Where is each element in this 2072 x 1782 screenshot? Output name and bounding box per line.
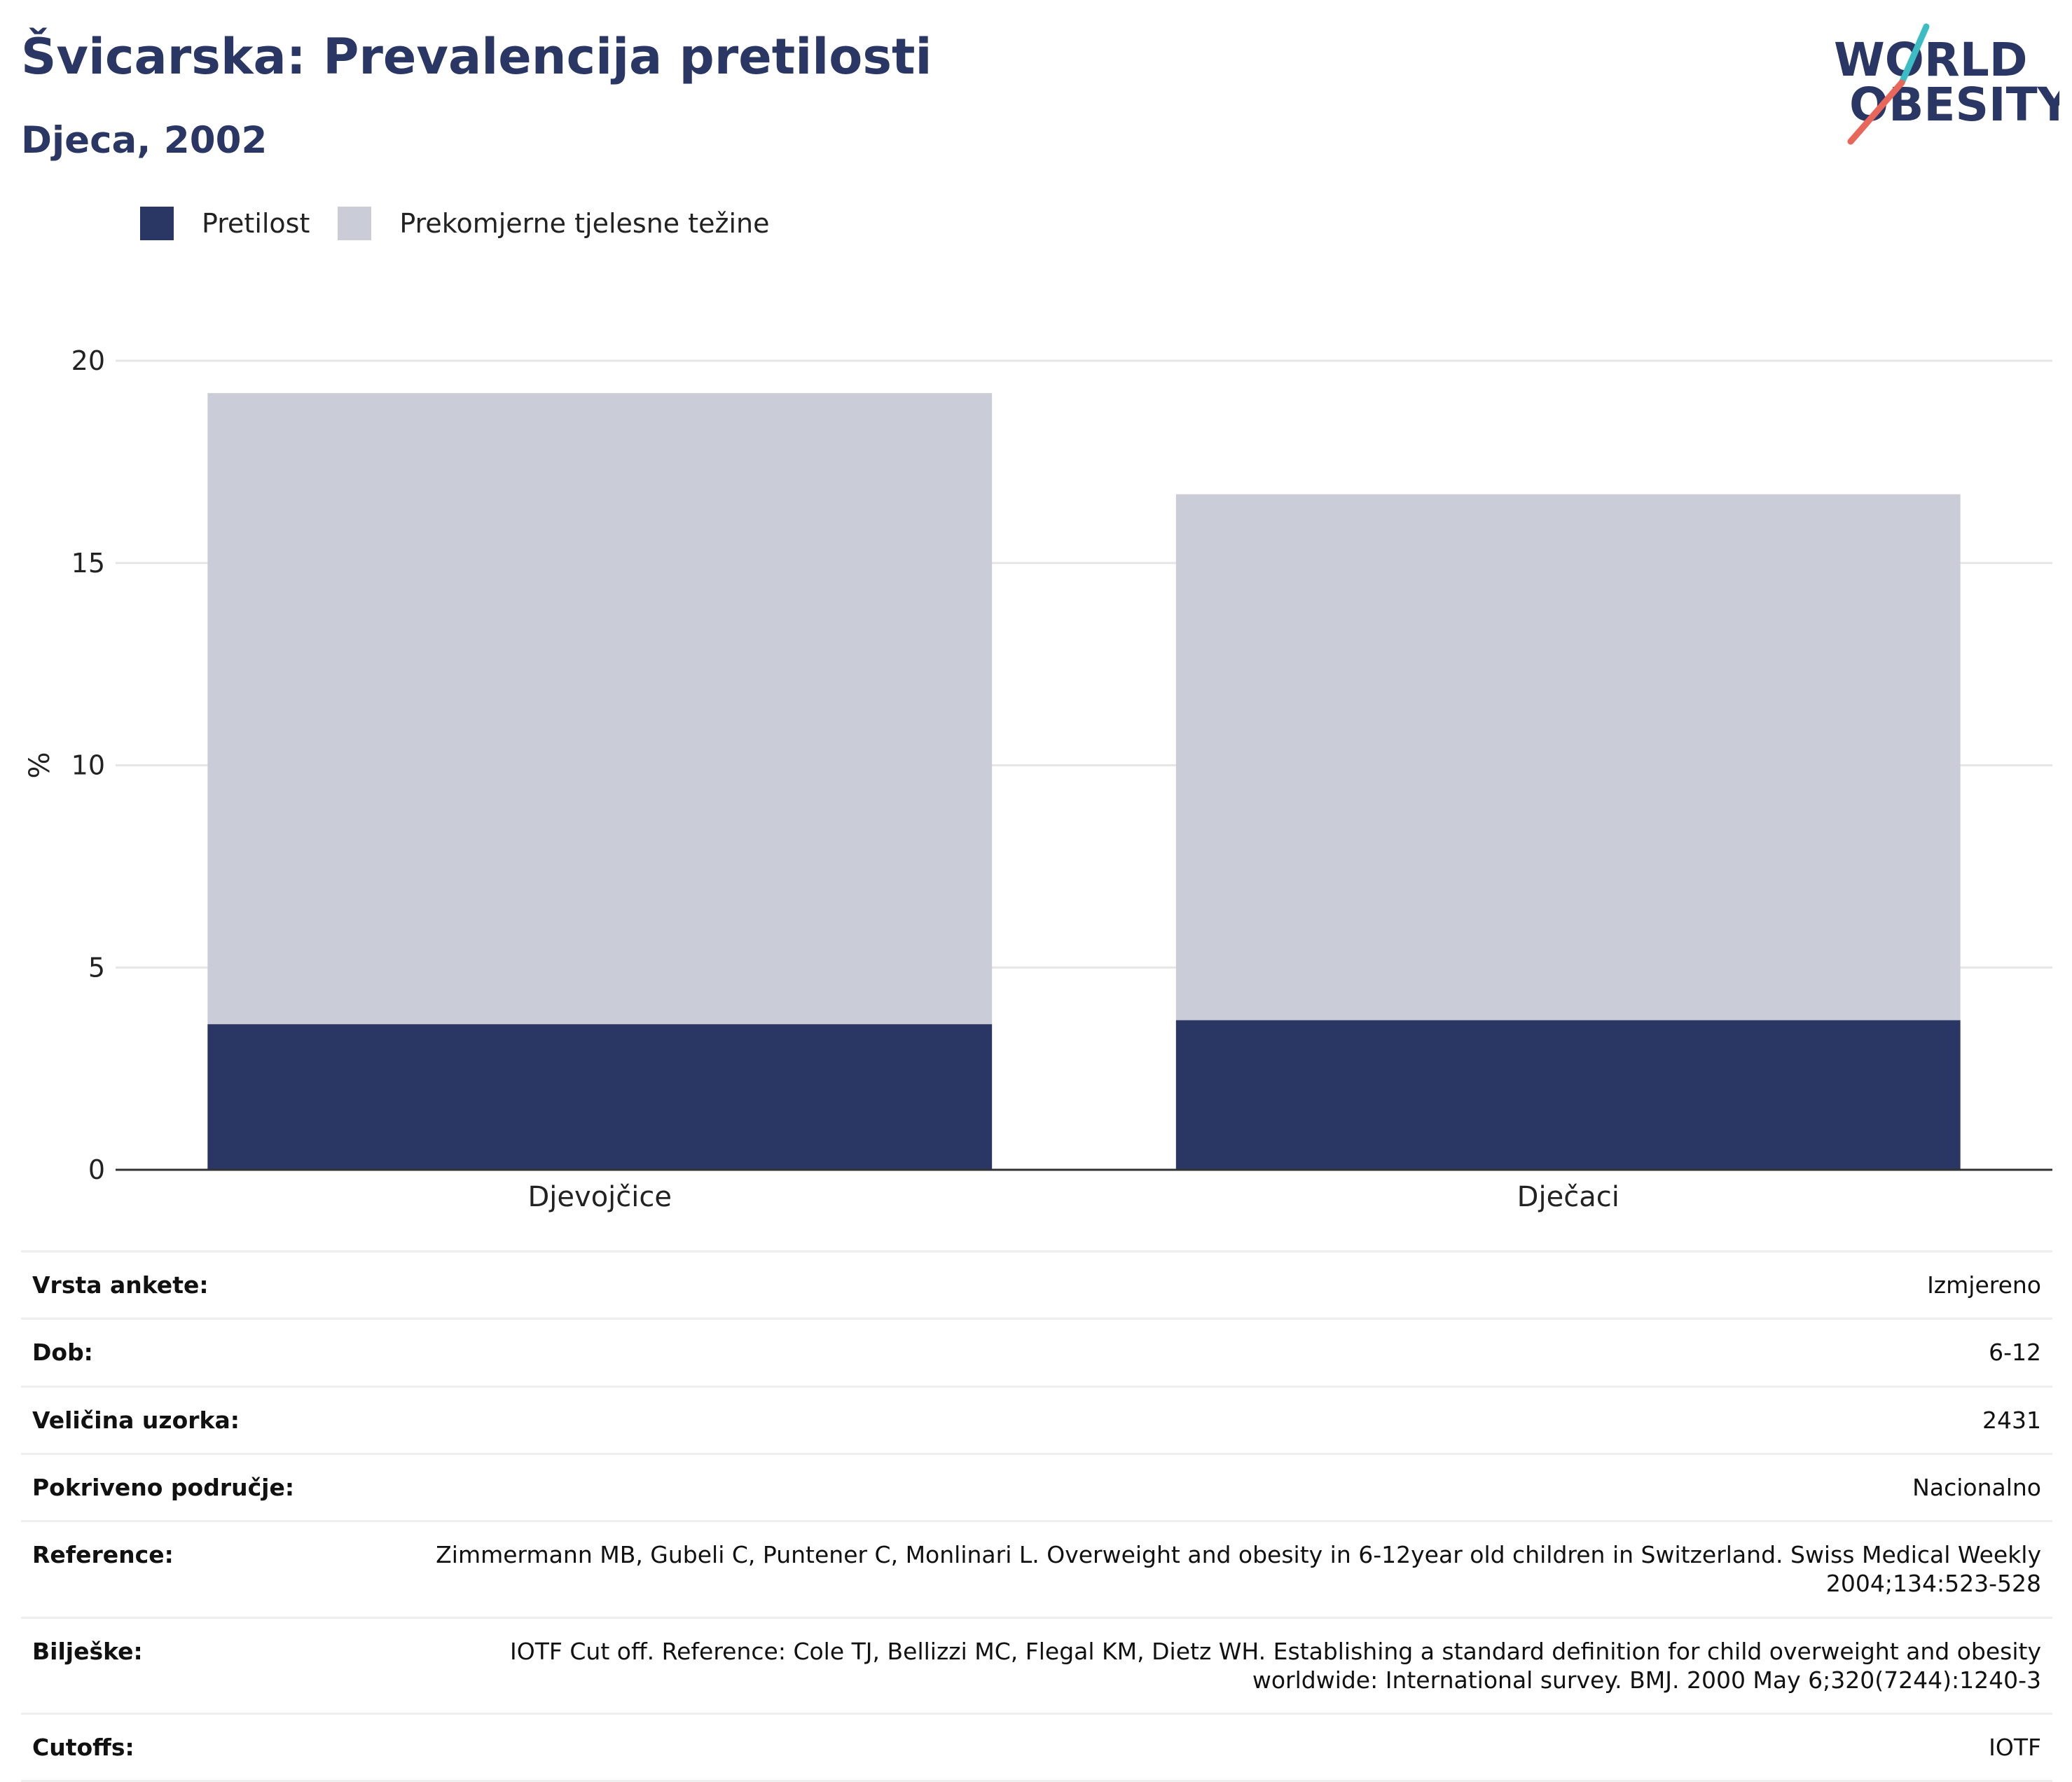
bar-obesity-1 xyxy=(1175,1020,1961,1170)
y-tick-label: 10 xyxy=(71,750,105,781)
y-tick-label: 20 xyxy=(71,345,105,376)
info-row: Cutoffs: IOTF xyxy=(21,1713,2052,1781)
info-row: Reference: Zimmermann MB, Gubeli C, Punte… xyxy=(21,1521,2052,1618)
info-row: Vrsta ankete: Izmjereno xyxy=(21,1251,2052,1319)
y-tick-label: 5 xyxy=(88,952,105,983)
info-label: Veličina uzorka: xyxy=(32,1406,240,1434)
legend-item-overweight[interactable]: Prekomjerne tjelesne težine xyxy=(338,207,770,240)
info-row: Dob: 6-12 xyxy=(21,1318,2052,1386)
info-value: IOTF Cut off. Reference: Cole TJ, Belliz… xyxy=(510,1637,2041,1694)
y-tick-label: 0 xyxy=(88,1154,105,1185)
bar-chart: 0 5 10 15 20% Djevojčice Dječaci xyxy=(24,345,2052,1213)
logo-line1: WORLD xyxy=(1834,33,2028,87)
legend-label-obesity: Pretilost xyxy=(202,208,310,239)
info-value: Izmjereno xyxy=(1927,1271,2041,1299)
y-tick-label: 15 xyxy=(71,548,105,579)
y-axis-label: % xyxy=(24,752,56,778)
legend-item-obesity[interactable]: Pretilost xyxy=(140,207,310,240)
info-label: Pokriveno područje: xyxy=(32,1473,295,1501)
bar-overweight-1 xyxy=(1175,494,1961,1021)
info-label: Cutoffs: xyxy=(32,1734,134,1761)
info-label: Reference: xyxy=(32,1541,174,1568)
info-label: Vrsta ankete: xyxy=(32,1271,209,1299)
logo-slash-teal xyxy=(1898,23,1930,86)
info-value: 2431 xyxy=(1982,1406,2041,1434)
bar-overweight-0 xyxy=(207,393,993,1025)
bar-obesity-0 xyxy=(207,1024,993,1170)
world-obesity-logo: WORLD OBESITY xyxy=(1834,23,2059,145)
info-value: 6-12 xyxy=(1989,1339,2041,1367)
logo-slash-coral xyxy=(1847,79,1905,145)
info-label: Bilješke: xyxy=(32,1637,143,1665)
legend-label-overweight: Prekomjerne tjelesne težine xyxy=(399,208,770,239)
chart-subtitle: Djeca, 2002 xyxy=(21,119,268,162)
info-row: Bilješke: IOTF Cut off. Reference: Cole T… xyxy=(21,1617,2052,1714)
chart-title: Švicarska: Prevalencija pretilosti xyxy=(21,28,932,85)
info-value: Zimmermann MB, Gubeli C, Puntener C, Mon… xyxy=(436,1541,2041,1598)
legend-swatch-overweight xyxy=(338,207,372,240)
info-row: Veličina uzorka: 2431 xyxy=(21,1386,2052,1453)
x-tick-label: Djevojčice xyxy=(528,1181,672,1213)
x-tick-label: Dječaci xyxy=(1517,1181,1619,1213)
info-label: Dob: xyxy=(32,1339,93,1367)
survey-info-table: Vrsta ankete: Izmjereno Dob: 6-12 Veličina u… xyxy=(21,1250,2052,1782)
info-value: Nacionalno xyxy=(1912,1473,2041,1501)
legend-swatch-obesity xyxy=(140,207,174,240)
info-row: Pokriveno područje: Nacionalno xyxy=(21,1453,2052,1521)
info-value: IOTF xyxy=(1989,1734,2041,1761)
chart-legend: Pretilost Prekomjerne tjelesne težine xyxy=(140,207,798,240)
